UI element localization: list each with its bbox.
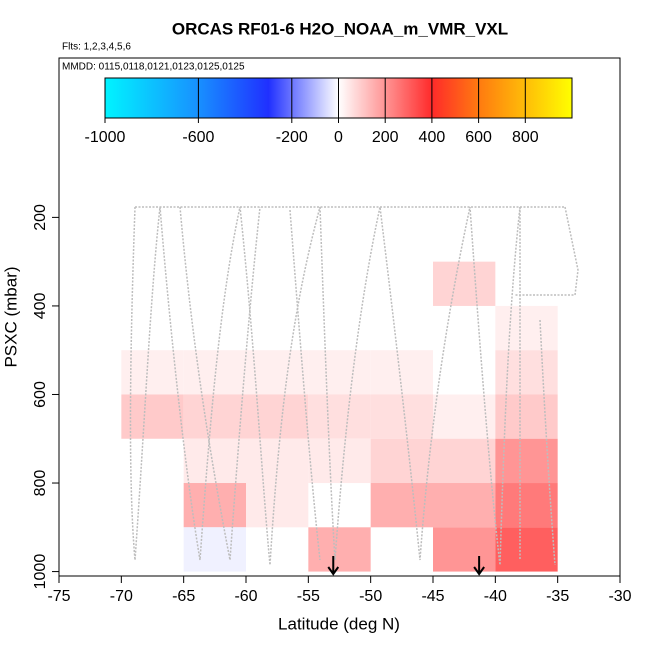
y-tick-label: 600 (32, 381, 49, 408)
x-tick-label: -60 (234, 588, 257, 605)
heat-cell (370, 350, 433, 395)
heat-cell (183, 483, 246, 528)
heat-cell (433, 394, 496, 439)
heat-cell (183, 394, 246, 439)
x-tick-label: -55 (297, 588, 320, 605)
x-tick-label: -75 (47, 588, 70, 605)
x-tick-label: -70 (110, 588, 133, 605)
x-tick-label: -40 (484, 588, 507, 605)
colorbar-tick-label: 400 (419, 129, 446, 146)
y-tick-label: 1000 (32, 554, 49, 590)
track (179, 206, 321, 561)
heat-cell (308, 350, 371, 395)
colorbar-tick-label: 600 (465, 129, 492, 146)
y-tick-label: 800 (32, 470, 49, 497)
x-tick-label: -65 (172, 588, 195, 605)
y-tick-label: 400 (32, 292, 49, 319)
arrow (327, 556, 340, 576)
x-tick-label: -45 (421, 588, 444, 605)
heat-cell (495, 527, 558, 572)
heat-cell (183, 527, 246, 572)
heat-cell (433, 483, 496, 528)
heat-cell (433, 438, 496, 484)
heat-cell (246, 483, 309, 528)
heat-cell (495, 483, 558, 528)
track (319, 206, 521, 566)
heat-cell (495, 305, 558, 351)
subtitle: Flts: 1,2,3,4,5,6 (62, 42, 131, 53)
chart-title: ORCAS RF01-6 H2O_NOAA_m_VMR_VXL (172, 19, 508, 38)
heat-cell (370, 438, 433, 484)
heat-cell (308, 438, 371, 484)
heat-cell (433, 527, 496, 572)
heat-cell (433, 261, 496, 306)
heat-cell (370, 394, 433, 439)
heat-cell (246, 394, 309, 439)
annotation: MMDD: 0115,0118,0121,0123,0125,0125 (62, 62, 245, 73)
colorbar-tick-label: 200 (372, 129, 399, 146)
colorbar-tick-label: -1000 (85, 129, 126, 146)
arrow (473, 556, 485, 576)
heat-cell (308, 394, 371, 439)
heat-cell (308, 527, 371, 572)
heat-cell (370, 483, 433, 528)
heat-cell (246, 350, 309, 395)
x-tick-label: -35 (546, 588, 569, 605)
heat-cell (121, 394, 184, 439)
plot-frame (58, 57, 621, 577)
colorbar-tick-label: 800 (512, 129, 539, 146)
x-tick-label: -30 (608, 588, 631, 605)
y-tick-label: 200 (32, 204, 49, 231)
cells (121, 261, 558, 572)
x-tick-label: -50 (359, 588, 382, 605)
colorbar-tick-label: -200 (276, 129, 308, 146)
x-axis-label: Latitude (deg N) (278, 614, 400, 633)
track (515, 206, 579, 566)
track (129, 206, 321, 566)
y-axis-label: PSXC (mbar) (1, 266, 20, 367)
colorbar-tick-label: 0 (334, 129, 343, 146)
heat-cell (495, 350, 558, 395)
colorbar-tick-label: -600 (182, 129, 214, 146)
flight-tracks (129, 206, 579, 566)
